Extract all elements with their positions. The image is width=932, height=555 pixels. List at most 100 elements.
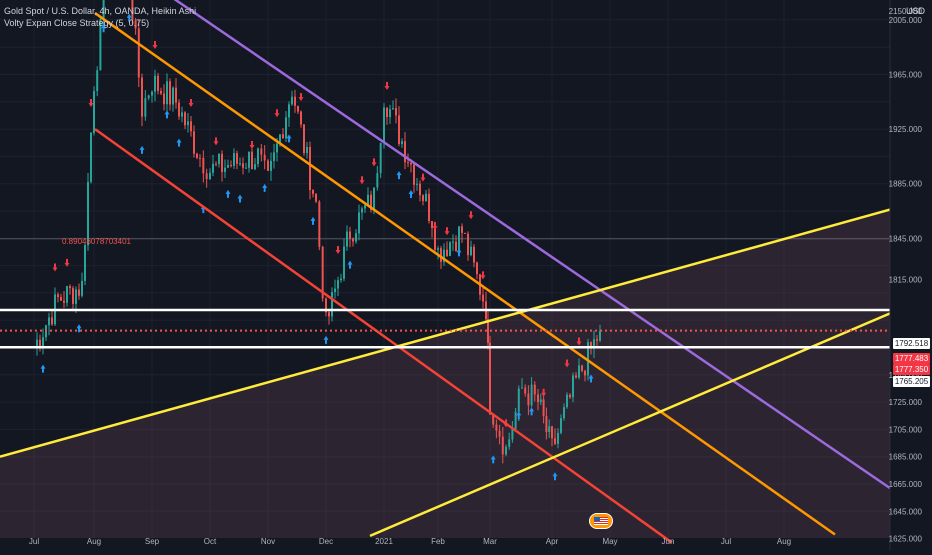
buy-arrow [176,138,182,147]
x-tick-label: Oct [204,537,217,546]
currency-unit: USD [906,6,926,16]
candle-body [422,195,424,201]
annotation-label: 0.89046078703401 [62,237,132,246]
candle-body [93,91,95,133]
candle-body [300,111,302,125]
candle-body [160,90,162,94]
candle-body [386,107,388,118]
candle-body [545,415,548,433]
price-axis[interactable]: 1625.000 1645.000 1665.000 1685.000 1705.000… [889,0,923,550]
candle-body [233,153,235,166]
candle-body [257,148,259,165]
candle-body [563,407,565,419]
buy-arrow [139,145,145,154]
sell-arrow [480,271,486,280]
candle-body [172,87,174,105]
candle-body [178,102,180,117]
y-tick-label: 1685.000 [889,453,923,462]
candle-body [260,148,263,155]
y-tick-label: 2150.000 [889,7,923,16]
candle-body [419,183,421,196]
y-tick-label: 1665.000 [889,480,923,489]
candle-body [297,105,299,112]
candle-body [102,0,105,19]
candle-body [443,249,445,262]
candle-body [407,162,409,164]
candle-body [205,173,208,180]
candle-body [446,249,448,257]
candle-body [96,70,99,92]
candle-body [498,430,501,437]
sell-arrow [359,176,365,185]
candle-body [514,411,517,429]
trend-line-yellow [0,208,891,458]
x-tick-label: Dec [319,537,333,546]
candle-body [416,183,418,185]
candle-body [78,289,80,296]
candle-body [349,231,351,239]
buy-arrow [225,189,231,198]
candle-body [431,221,433,228]
x-tick-label: Aug [87,537,101,546]
sell-arrow [64,258,70,267]
candle-body [218,153,220,164]
sell-arrow [541,388,547,397]
candle-body [554,438,556,444]
candle-body [517,388,520,412]
indicator-label[interactable]: Volty Expan Close Strategy (5, 0.75) [4,18,150,28]
buy-arrow [164,110,170,119]
candle-body [57,294,59,298]
buy-arrow [396,171,402,180]
candle-body [303,124,305,154]
x-tick-label: Jun [662,537,675,546]
candle-body [157,75,159,91]
candle-body [401,141,403,145]
candle-body [539,399,542,403]
candle-body [134,20,137,29]
candle-body [202,157,205,174]
candle-body [321,246,324,299]
buy-arrow [40,364,46,373]
candle-body [572,375,574,398]
x-tick-label: Apr [546,537,559,546]
candle-body [325,298,327,313]
candle-body [224,167,226,172]
candle-body [147,95,150,99]
candle-body [361,208,363,213]
x-tick-label: Aug [777,537,791,546]
candle-body [434,227,436,250]
candle-body [352,238,354,242]
candle-body [196,153,198,158]
time-axis[interactable]: Jul Aug Sep Oct Nov Dec 2021 Feb Mar Apr May Jun Jul… [29,537,791,546]
sell-arrow [52,263,58,272]
candle-body [163,93,165,105]
candle-body [48,317,50,326]
sell-arrow [576,337,582,346]
candle-body [131,0,134,21]
candle-body [404,141,406,163]
candle-body [288,104,290,118]
sell-arrow [188,98,194,107]
flag-icon[interactable] [589,513,613,529]
sell-arrow [371,158,377,167]
sell-arrow [384,82,390,91]
candle-body [489,342,491,415]
y-tick-label: 1725.000 [889,398,923,407]
buy-arrow [347,260,353,269]
candle-body [392,108,394,110]
buy-arrow [588,374,594,383]
candle-body [154,75,156,92]
y-tick-label: 1745.000 [889,371,923,380]
candle-body [521,387,523,389]
candle-body [166,81,168,105]
candle-body [464,232,466,234]
sell-arrow [152,40,158,49]
candle-body [239,163,241,165]
candle-body [81,280,83,296]
candle-body [370,194,372,210]
candle-body [60,297,62,301]
candle-body [263,154,266,161]
candle-body [90,132,92,182]
